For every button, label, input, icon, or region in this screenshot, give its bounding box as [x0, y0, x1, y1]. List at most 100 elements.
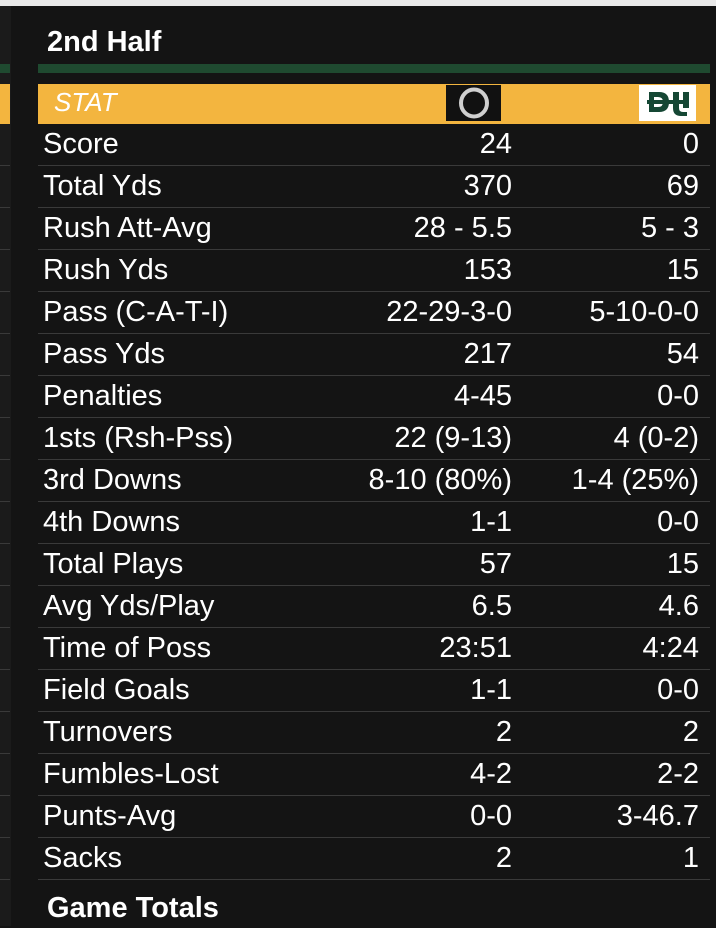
team-a-value: 2 — [495, 842, 512, 874]
team-a-value: 23:51 — [439, 632, 512, 664]
stat-label: Penalties — [43, 380, 163, 412]
team-a-value: 370 — [463, 170, 512, 202]
stat-label: Turnovers — [43, 716, 173, 748]
team-b-value: 2 — [682, 716, 699, 748]
top-strip — [0, 0, 716, 6]
team-b-value: 4 (0-2) — [613, 422, 699, 454]
stat-label: Field Goals — [43, 674, 190, 706]
team-a-value: 28 - 5.5 — [413, 212, 512, 244]
left-panel-divider — [0, 543, 10, 544]
team-b-value: 0 — [682, 128, 699, 160]
stat-label: Score — [43, 128, 119, 160]
stat-row: Field Goals 1-1 0-0 — [38, 670, 710, 712]
team-a-value: 1-1 — [470, 674, 512, 706]
left-panel-divider — [0, 585, 10, 586]
left-panel-divider — [0, 459, 10, 460]
stat-label: 1sts (Rsh-Pss) — [43, 422, 234, 454]
stat-row: Score 24 0 — [38, 124, 710, 166]
team-a-value: 217 — [463, 338, 512, 370]
team-b-value: 69 — [666, 170, 699, 202]
stat-row: Pass Yds 217 54 — [38, 334, 710, 376]
team-b-value: 15 — [666, 254, 699, 286]
stat-label: Avg Yds/Play — [43, 590, 215, 622]
stat-row: 1sts (Rsh-Pss) 22 (9-13) 4 (0-2) — [38, 418, 710, 460]
team-a-value: 153 — [463, 254, 512, 286]
team-a-value: 1-1 — [470, 506, 512, 538]
team-b-value: 1 — [682, 842, 699, 874]
stat-row: Total Yds 370 69 — [38, 166, 710, 208]
left-panel-header — [0, 84, 10, 124]
team-a-value: 2 — [495, 716, 512, 748]
team-b-value: 0-0 — [657, 506, 699, 538]
team-a-value: 4-2 — [470, 758, 512, 790]
team-a-value: 22-29-3-0 — [386, 296, 512, 328]
stat-row: Penalties 4-45 0-0 — [38, 376, 710, 418]
stat-label: Time of Poss — [43, 632, 212, 664]
team-a-value: 24 — [479, 128, 512, 160]
stat-label: Punts-Avg — [43, 800, 177, 832]
left-panel-divider — [0, 249, 10, 250]
stat-label: Pass (C-A-T-I) — [43, 296, 229, 328]
left-panel-divider — [0, 879, 10, 880]
team-b-value: 2-2 — [657, 758, 699, 790]
stat-row: Sacks 2 1 — [38, 838, 710, 880]
stat-label: Rush Yds — [43, 254, 169, 286]
stat-row: Pass (C-A-T-I) 22-29-3-0 5-10-0-0 — [38, 292, 710, 334]
team-b-value: 0-0 — [657, 380, 699, 412]
stat-row: Fumbles-Lost 4-2 2-2 — [38, 754, 710, 796]
baylor-logo-icon — [639, 85, 696, 121]
stat-label: 3rd Downs — [43, 464, 182, 496]
left-panel-divider — [0, 207, 10, 208]
team-b-value: 15 — [666, 548, 699, 580]
stat-label: Total Yds — [43, 170, 162, 202]
stat-row: 4th Downs 1-1 0-0 — [38, 502, 710, 544]
stat-label: Pass Yds — [43, 338, 165, 370]
stat-row: Rush Att-Avg 28 - 5.5 5 - 3 — [38, 208, 710, 250]
team-b-value: 5-10-0-0 — [589, 296, 699, 328]
stat-row: Total Plays 57 15 — [38, 544, 710, 586]
left-panel-divider — [0, 165, 10, 166]
left-panel-divider — [0, 711, 10, 712]
left-panel-divider — [0, 501, 10, 502]
team-b-value: 54 — [666, 338, 699, 370]
team-a-value: 6.5 — [471, 590, 512, 622]
left-panel-green-bar — [0, 64, 10, 73]
left-panel-divider — [0, 291, 10, 292]
left-panel-divider — [0, 795, 10, 796]
stat-row: Turnovers 2 2 — [38, 712, 710, 754]
left-panel-divider — [0, 753, 10, 754]
table-header: STAT — [38, 84, 710, 124]
left-panel-divider — [0, 333, 10, 334]
team-b-value: 4:24 — [642, 632, 699, 664]
team-b-value: 4.6 — [658, 590, 699, 622]
stats-table: Score 24 0 Total Yds 370 69 Rush Att-Avg 28 - 5… — [38, 124, 710, 880]
team-b-value: 0-0 — [657, 674, 699, 706]
stat-column-header: STAT — [54, 87, 117, 117]
stat-row: Punts-Avg 0-0 3-46.7 — [38, 796, 710, 838]
left-panel-divider — [0, 627, 10, 628]
oregon-logo-icon — [446, 85, 501, 121]
stat-row: 3rd Downs 8-10 (80%) 1-4 (25%) — [38, 460, 710, 502]
stat-row: Time of Poss 23:51 4:24 — [38, 628, 710, 670]
left-panel-divider — [0, 375, 10, 376]
stat-label: Rush Att-Avg — [43, 212, 212, 244]
team-a-value: 57 — [479, 548, 512, 580]
left-panel-divider — [0, 837, 10, 838]
stat-row: Rush Yds 153 15 — [38, 250, 710, 292]
stat-label: Total Plays — [43, 548, 184, 580]
team-a-value: 8-10 (80%) — [368, 464, 512, 496]
team-a-value: 22 (9-13) — [394, 422, 512, 454]
left-panel-edge — [0, 6, 11, 926]
left-panel-divider — [0, 417, 10, 418]
team-b-value: 5 - 3 — [640, 212, 699, 244]
team-b-value: 3-46.7 — [616, 800, 699, 832]
stat-label: 4th Downs — [43, 506, 181, 538]
section-divider — [38, 64, 710, 73]
stat-row: Avg Yds/Play 6.5 4.6 — [38, 586, 710, 628]
team-a-value: 0-0 — [470, 800, 512, 832]
team-b-value: 1-4 (25%) — [571, 464, 699, 496]
stat-label: Sacks — [43, 842, 122, 874]
section-title: 2nd Half — [47, 26, 162, 58]
left-panel-divider — [0, 669, 10, 670]
stat-label: Fumbles-Lost — [43, 758, 219, 790]
